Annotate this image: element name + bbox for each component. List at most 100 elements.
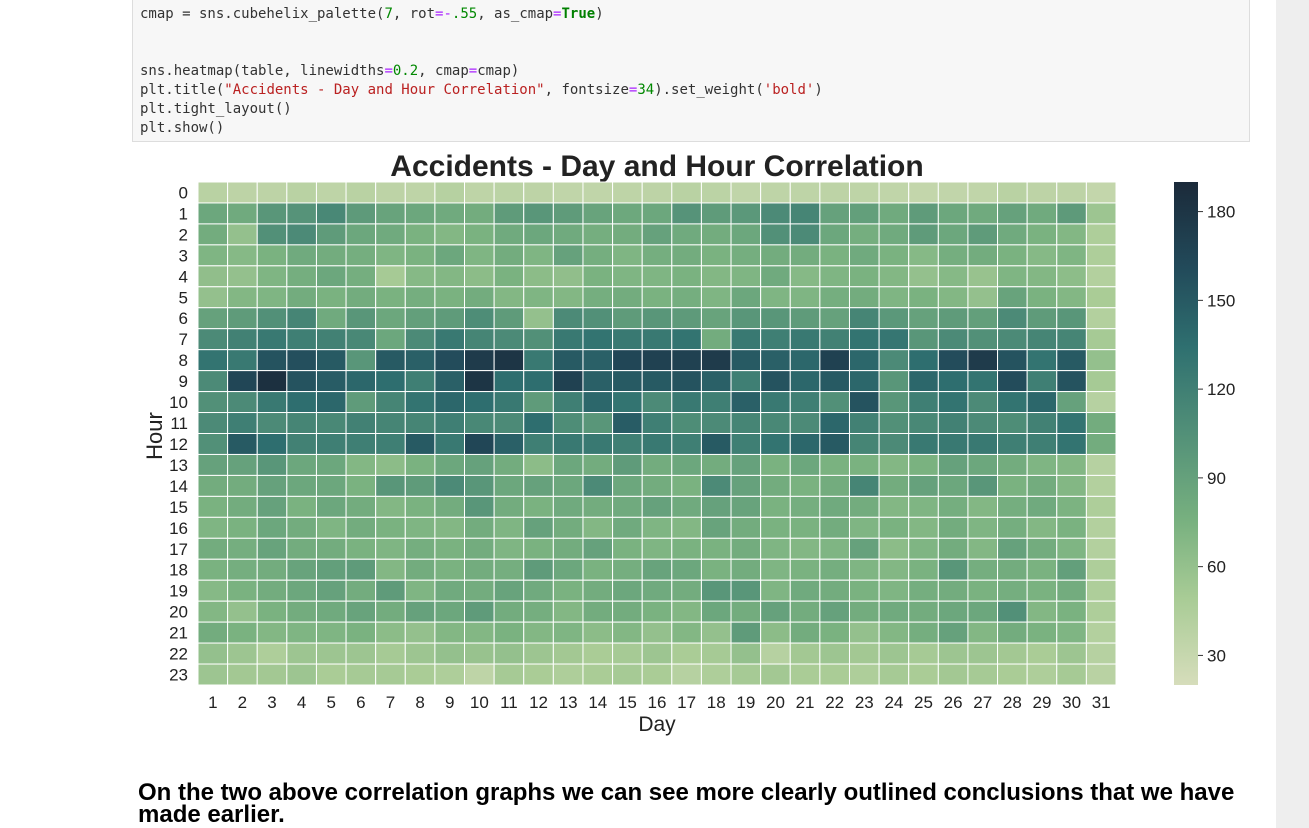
heatmap-cell: [256, 181, 288, 204]
heatmap-cell: [789, 328, 821, 351]
heatmap-cell: [937, 391, 969, 414]
x-tick-label: 25: [914, 693, 933, 712]
heatmap-cell: [286, 558, 317, 581]
heatmap-cell: [908, 433, 939, 455]
heatmap-cell: [493, 453, 525, 476]
heatmap-cell: [434, 391, 466, 414]
heatmap-cell: [612, 286, 643, 309]
heatmap-cell: [848, 579, 880, 602]
heatmap-cell: [819, 579, 850, 602]
heatmap-cell: [641, 516, 673, 539]
heatmap-cell: [197, 181, 229, 204]
heatmap-cell: [434, 579, 466, 602]
heatmap-cell: [1026, 495, 1058, 518]
heatmap-cell: [1085, 663, 1117, 686]
y-tick-label: 18: [169, 561, 188, 580]
heatmap-cell: [1056, 600, 1087, 623]
heatmap-cell: [671, 286, 702, 309]
heatmap-cell: [819, 663, 850, 686]
heatmap-cell: [582, 286, 614, 309]
heatmap-cell: [908, 453, 939, 476]
heatmap-cell: [404, 453, 436, 476]
heatmap-cell: [552, 474, 584, 497]
x-tick-labels: 1 2 3 4 5 6 7 8 9 10 11 12 13 14 15 16 17 18 19 20 21 22 23 24 2…: [208, 693, 1111, 712]
heatmap-cell: [404, 265, 436, 288]
heatmap-cell: [908, 600, 939, 623]
heatmap-cell: [345, 516, 377, 539]
heatmap-cell: [582, 516, 614, 539]
heatmap-chart: Accidents - Day and Hour Correlation 012…: [142, 150, 1235, 736]
heatmap-cell: [819, 223, 850, 246]
heatmap-cell: [434, 328, 466, 351]
heatmap-cell: [552, 223, 584, 246]
heatmap-cell: [256, 202, 288, 225]
heatmap-cell: [523, 453, 554, 476]
heatmap-cell: [997, 537, 1028, 560]
heatmap-cell: [848, 181, 880, 204]
heatmap-cell: [967, 474, 999, 497]
heatmap-cell: [848, 265, 880, 288]
heatmap-cell: [1085, 537, 1117, 560]
heatmap-cell: [256, 223, 288, 246]
heatmap-cell: [434, 642, 466, 665]
heatmap-cell: [819, 516, 850, 539]
heatmap-cell: [464, 663, 495, 686]
heatmap-cell: [730, 370, 762, 393]
heatmap-cell: [967, 663, 999, 686]
heatmap-cell: [552, 642, 584, 665]
heatmap-cell: [700, 328, 732, 351]
heatmap-cell: [315, 265, 347, 288]
heatmap-cell: [493, 600, 525, 623]
heatmap-cell: [464, 579, 495, 602]
right-scrollbar-rail[interactable]: [1276, 0, 1309, 828]
heatmap-cell: [908, 537, 939, 560]
heatmap-cell: [582, 202, 614, 225]
heatmap-cell: [967, 579, 999, 602]
heatmap-cell: [878, 663, 910, 686]
heatmap-cell: [997, 558, 1028, 581]
x-tick-label: 21: [796, 693, 815, 712]
x-tick-label: 30: [1062, 693, 1081, 712]
heatmap-cell: [464, 370, 495, 393]
heatmap-cell: [523, 579, 554, 602]
heatmap-cell: [997, 370, 1028, 393]
heatmap-cell: [641, 265, 673, 288]
heatmap-cell: [493, 307, 525, 330]
colorbar: [1174, 182, 1198, 685]
heatmap-cell: [878, 516, 910, 539]
code-cell[interactable]: cmap = sns.cubehelix_palette(7, rot=-.55…: [132, 0, 1250, 142]
x-tick-label: 31: [1092, 693, 1111, 712]
heatmap-cell: [256, 474, 288, 497]
heatmap-cell: [848, 349, 880, 372]
heatmap-cell: [227, 286, 258, 309]
heatmap-cell: [997, 328, 1028, 351]
heatmap-cell: [286, 474, 317, 497]
heatmap-cell: [937, 328, 969, 351]
heatmap-cell: [404, 537, 436, 560]
heatmap-cell: [404, 244, 436, 267]
heatmap-cell: [434, 453, 466, 476]
heatmap-cell: [967, 265, 999, 288]
heatmap-cell: [760, 202, 791, 225]
heatmap-cell: [1056, 537, 1087, 560]
heatmap-cell: [375, 286, 406, 309]
heatmap-cell: [256, 516, 288, 539]
heatmap-cell: [582, 600, 614, 623]
heatmap-cell: [641, 286, 673, 309]
heatmap-cell: [582, 663, 614, 686]
heatmap-cell: [315, 370, 347, 393]
heatmap-cell: [760, 642, 791, 665]
heatmap-cell: [1026, 181, 1058, 204]
x-tick-label: 6: [356, 693, 365, 712]
heatmap-cell: [1056, 307, 1087, 330]
heatmap-cell: [1056, 516, 1087, 539]
heatmap-cell: [315, 621, 347, 644]
heatmap-cell: [1085, 621, 1117, 644]
heatmap-cell: [552, 307, 584, 330]
heatmap-cell: [464, 537, 495, 560]
heatmap-cell: [434, 433, 466, 455]
heatmap-cell: [197, 642, 229, 665]
heatmap-cell: [523, 370, 554, 393]
y-tick-label: 11: [170, 414, 188, 433]
heatmap-cell: [227, 642, 258, 665]
